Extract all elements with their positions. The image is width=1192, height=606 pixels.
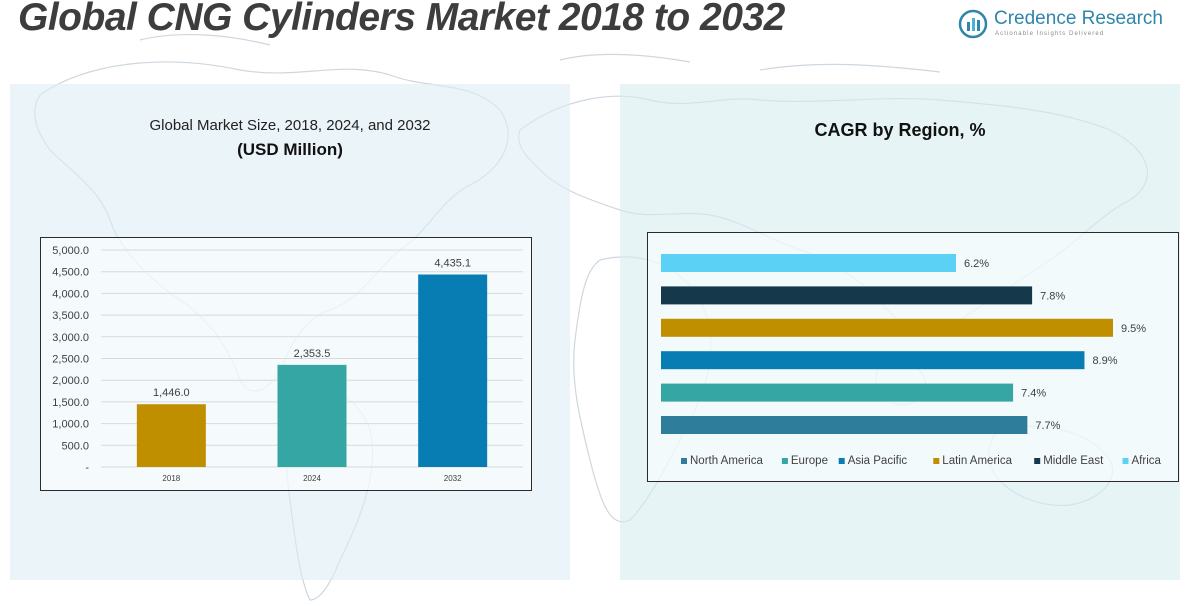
bar-value-label: 6.2% <box>964 258 989 270</box>
bar-value-label: 1,446.0 <box>153 387 190 399</box>
bar-value-label: 7.4% <box>1021 388 1046 400</box>
market-size-chart-frame: - 500.0 1,000.0 1,500.0 2,000.0 2,500.0 3,000.… <box>40 237 532 491</box>
legend-label: Europe <box>791 455 828 467</box>
x-tick-label: 2018 <box>162 474 180 483</box>
bar-value-label: 4,435.1 <box>434 258 471 270</box>
x-tick-label: 2032 <box>444 474 462 483</box>
market-size-title: Global Market Size, 2018, 2024, and 2032 <box>149 117 431 134</box>
bar-value-label: 9.5% <box>1121 323 1146 335</box>
legend-label: Africa <box>1132 455 1162 467</box>
bar-asia-pacific <box>661 351 1085 370</box>
page-title: Global CNG Cylinders Market 2018 to 2032 <box>18 0 785 39</box>
legend-label: Latin America <box>942 455 1012 467</box>
y-tick-label: - <box>85 462 89 474</box>
y-tick-label: 4,000.0 <box>52 288 89 300</box>
logo-tagline: Actionable Insights Delivered <box>995 31 1105 37</box>
y-tick-label: 4,500.0 <box>52 267 89 279</box>
legend-swatch <box>681 458 687 464</box>
credence-research-logo: Credence Research Actionable Insights De… <box>958 6 1163 42</box>
y-tick-label: 2,000.0 <box>52 375 89 387</box>
legend-swatch <box>1034 458 1041 464</box>
market-size-subtitle: (USD Million) <box>237 140 343 159</box>
bar-value-label: 7.8% <box>1040 290 1065 302</box>
cagr-bar-chart: 7.7% 7.4% 8.9% 9.5% 7.8% 6.2% North America Eur… <box>661 254 1162 467</box>
y-tick-label: 3,500.0 <box>52 310 89 322</box>
y-tick-label: 5,000.0 <box>52 245 89 257</box>
cagr-chart-frame: 7.7% 7.4% 8.9% 9.5% 7.8% 6.2% North America Eur… <box>647 232 1179 482</box>
bar-middle-east <box>661 286 1033 305</box>
legend-swatch <box>838 458 845 464</box>
market-size-bar-chart: - 500.0 1,000.0 1,500.0 2,000.0 2,500.0 3,000.… <box>52 245 523 483</box>
legend-label: Asia Pacific <box>848 455 908 467</box>
credence-logo-icon <box>958 9 988 39</box>
bar-2024 <box>277 364 347 467</box>
bar-north-america <box>661 416 1028 434</box>
y-tick-label: 1,500.0 <box>52 397 89 409</box>
legend-swatch <box>781 458 788 464</box>
bar-latin-america <box>661 318 1113 337</box>
legend-label: Middle East <box>1043 455 1104 467</box>
bar-africa <box>661 254 956 272</box>
y-tick-label: 2,500.0 <box>52 354 89 366</box>
logo-name: Credence Research <box>994 8 1163 29</box>
bar-value-label: 7.7% <box>1035 420 1060 432</box>
legend-swatch <box>933 458 940 464</box>
bar-europe <box>661 383 1014 402</box>
legend-label: North America <box>690 455 763 467</box>
cagr-title: CAGR by Region, % <box>814 120 986 140</box>
x-tick-label: 2024 <box>303 474 321 483</box>
bar-2018 <box>136 404 206 467</box>
y-tick-label: 500.0 <box>61 440 89 452</box>
bar-2032 <box>418 274 488 467</box>
bar-value-label: 2,353.5 <box>294 348 331 360</box>
legend-swatch <box>1122 458 1129 464</box>
y-tick-label: 3,000.0 <box>52 332 89 344</box>
bar-value-label: 8.9% <box>1092 355 1117 367</box>
y-tick-label: 1,000.0 <box>52 419 89 431</box>
